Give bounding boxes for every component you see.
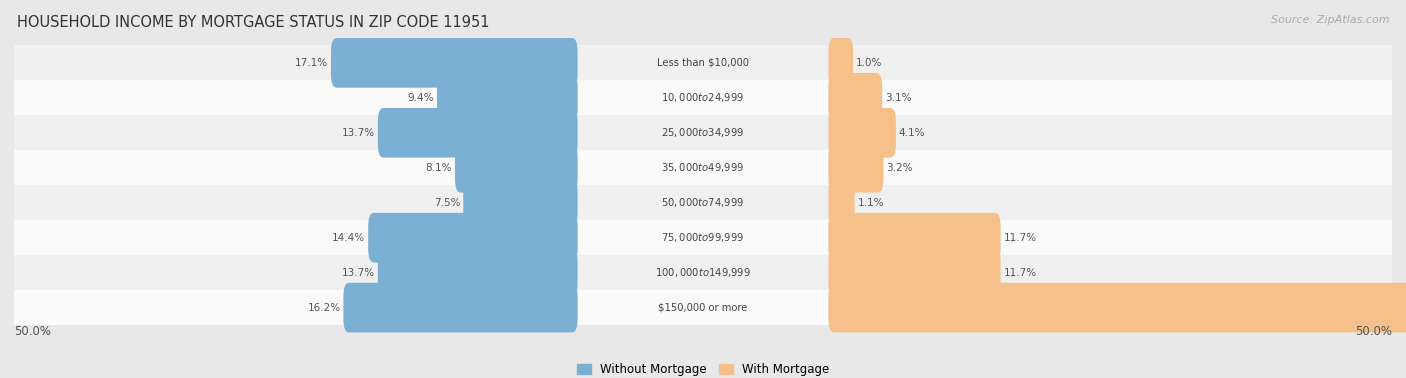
Bar xyxy=(14,150,1392,185)
Text: 50.0%: 50.0% xyxy=(14,325,51,338)
Bar xyxy=(14,81,1392,115)
FancyBboxPatch shape xyxy=(828,73,882,122)
Bar xyxy=(14,115,1392,150)
Text: 16.2%: 16.2% xyxy=(308,303,340,313)
FancyBboxPatch shape xyxy=(330,38,578,88)
Bar xyxy=(14,255,1392,290)
Text: 3.1%: 3.1% xyxy=(884,93,911,103)
Text: 9.4%: 9.4% xyxy=(408,93,434,103)
Bar xyxy=(14,45,1392,81)
Text: Less than $10,000: Less than $10,000 xyxy=(657,58,749,68)
Bar xyxy=(14,220,1392,255)
FancyBboxPatch shape xyxy=(828,213,1001,262)
Text: $75,000 to $99,999: $75,000 to $99,999 xyxy=(661,231,745,244)
Text: 17.1%: 17.1% xyxy=(295,58,328,68)
Text: 4.1%: 4.1% xyxy=(898,128,925,138)
Text: 1.1%: 1.1% xyxy=(858,198,884,208)
Text: HOUSEHOLD INCOME BY MORTGAGE STATUS IN ZIP CODE 11951: HOUSEHOLD INCOME BY MORTGAGE STATUS IN Z… xyxy=(17,15,489,30)
Text: $150,000 or more: $150,000 or more xyxy=(658,303,748,313)
Bar xyxy=(14,290,1392,325)
FancyBboxPatch shape xyxy=(828,248,1001,297)
FancyBboxPatch shape xyxy=(828,283,1406,332)
FancyBboxPatch shape xyxy=(828,143,883,192)
Text: Source: ZipAtlas.com: Source: ZipAtlas.com xyxy=(1271,15,1389,25)
FancyBboxPatch shape xyxy=(378,108,578,158)
FancyBboxPatch shape xyxy=(343,283,578,332)
FancyBboxPatch shape xyxy=(378,248,578,297)
FancyBboxPatch shape xyxy=(437,73,578,122)
FancyBboxPatch shape xyxy=(368,213,578,262)
Text: $10,000 to $24,999: $10,000 to $24,999 xyxy=(661,91,745,104)
Text: 11.7%: 11.7% xyxy=(1004,268,1036,277)
Legend: Without Mortgage, With Mortgage: Without Mortgage, With Mortgage xyxy=(572,358,834,378)
Text: $25,000 to $34,999: $25,000 to $34,999 xyxy=(661,126,745,139)
Text: 13.7%: 13.7% xyxy=(342,128,375,138)
FancyBboxPatch shape xyxy=(456,143,578,192)
FancyBboxPatch shape xyxy=(828,108,896,158)
Text: $35,000 to $49,999: $35,000 to $49,999 xyxy=(661,161,745,174)
FancyBboxPatch shape xyxy=(828,38,853,88)
Text: $100,000 to $149,999: $100,000 to $149,999 xyxy=(655,266,751,279)
Text: 3.2%: 3.2% xyxy=(886,163,912,173)
Text: 50.0%: 50.0% xyxy=(1355,325,1392,338)
Bar xyxy=(14,185,1392,220)
FancyBboxPatch shape xyxy=(463,178,578,228)
Text: 13.7%: 13.7% xyxy=(342,268,375,277)
Text: 1.0%: 1.0% xyxy=(856,58,883,68)
FancyBboxPatch shape xyxy=(828,178,855,228)
Text: 14.4%: 14.4% xyxy=(332,233,366,243)
Text: 8.1%: 8.1% xyxy=(426,163,453,173)
Text: 11.7%: 11.7% xyxy=(1004,233,1036,243)
Text: $50,000 to $74,999: $50,000 to $74,999 xyxy=(661,196,745,209)
Text: 7.5%: 7.5% xyxy=(434,198,461,208)
